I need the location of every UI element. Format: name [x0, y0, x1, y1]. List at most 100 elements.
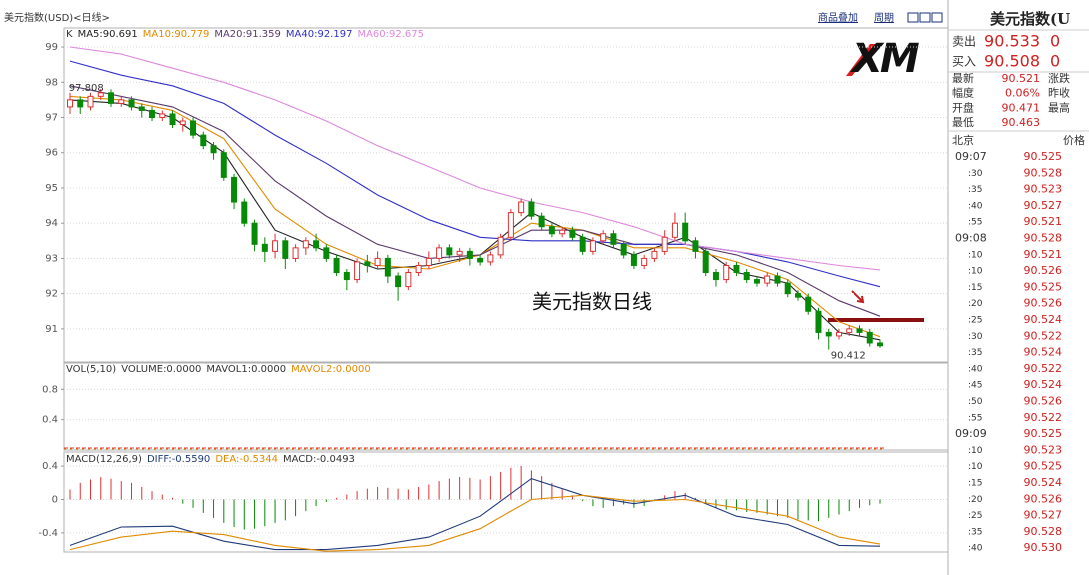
- y-tick-label: 0.4: [42, 461, 58, 472]
- toolbar-icons[interactable]: [907, 12, 943, 23]
- candle-body: [794, 293, 801, 298]
- y-tick-label: 0: [52, 494, 58, 505]
- candle-body: [456, 250, 463, 256]
- y-tick-label: 99: [45, 42, 58, 53]
- macd-line: [69, 477, 881, 551]
- candle-body: [374, 257, 381, 266]
- candle-body: [835, 331, 842, 337]
- tick-price: 90.528: [1024, 232, 1063, 245]
- candle-body: [149, 109, 156, 118]
- candle-body: [825, 331, 832, 337]
- candle-body: [97, 92, 104, 97]
- candle-body: [856, 328, 863, 333]
- legend-entry: MAVOL1:0.0000: [206, 364, 286, 375]
- low-label: 90.412: [831, 351, 866, 362]
- tick-time: :10: [968, 250, 983, 260]
- stat-value: 90.463: [1002, 116, 1041, 129]
- y-tick-label: 94: [45, 218, 58, 229]
- quote-label: 买入: [952, 55, 976, 69]
- candle-body: [261, 243, 268, 252]
- stat-label: 昨收: [1048, 86, 1070, 100]
- ma-line: [69, 46, 881, 271]
- candle-body: [753, 279, 760, 284]
- candle-body: [384, 257, 391, 277]
- tick-time: :35: [968, 527, 982, 537]
- candle-body: [507, 212, 514, 238]
- tick-price: 90.525: [1024, 150, 1063, 163]
- candle-body: [118, 99, 125, 104]
- legend-entry: DEA:-0.5344: [215, 454, 278, 465]
- tick-price: 90.525: [1024, 427, 1063, 440]
- candle-body: [723, 264, 730, 281]
- candle-body: [231, 176, 238, 203]
- legend-entry: MA5:90.691: [78, 29, 138, 40]
- tick-price: 90.527: [1024, 509, 1063, 522]
- quote-title: 美元指数(U: [990, 10, 1070, 28]
- tick-price: 90.530: [1024, 541, 1063, 554]
- macd-line: [69, 494, 881, 552]
- tick-time: :55: [968, 413, 982, 423]
- candle-body: [354, 261, 361, 281]
- quote-label: 卖出: [952, 35, 976, 49]
- candle-body: [282, 240, 289, 259]
- candle-body: [364, 261, 371, 266]
- tick-time: :20: [968, 495, 983, 505]
- candle-body: [805, 296, 812, 312]
- candle-body: [241, 201, 248, 224]
- tick-price: 90.522: [1024, 362, 1063, 375]
- candle-body: [487, 254, 494, 263]
- legend-entry: MACD(12,26,9): [66, 454, 142, 465]
- tick-time: :45: [968, 381, 982, 391]
- tick-price: 90.521: [1024, 215, 1063, 228]
- high-label: 97.808: [69, 83, 104, 94]
- legend-entry: MA40:92.197: [286, 29, 353, 40]
- candle-body: [292, 247, 299, 259]
- candle-body: [190, 120, 197, 136]
- candle-body: [712, 272, 719, 281]
- legend-entry: MA20:91.359: [214, 29, 281, 40]
- tick-price: 90.521: [1024, 248, 1063, 261]
- candle-body: [333, 257, 340, 274]
- tick-time: :20: [968, 299, 983, 309]
- candle-body: [518, 201, 525, 214]
- stat-value: 90.521: [1002, 72, 1041, 85]
- legend-entry: MA60:92.675: [357, 29, 424, 40]
- tick-price: 90.526: [1024, 264, 1063, 277]
- overlay-link[interactable]: 商品叠加: [818, 11, 858, 24]
- arrow: [851, 290, 865, 304]
- tick-price: 90.523: [1024, 183, 1063, 196]
- y-tick-label: 98: [45, 77, 58, 88]
- y-tick-label: 91: [45, 324, 58, 335]
- stat-label: 最新: [952, 71, 974, 85]
- candle-body: [661, 236, 668, 252]
- y-tick-label: -0.4: [38, 528, 58, 539]
- period-link[interactable]: 周期: [874, 12, 894, 24]
- tick-time: :40: [968, 364, 983, 374]
- candle-body: [682, 222, 689, 242]
- candle-body: [815, 310, 822, 333]
- quote-change: 0: [1050, 52, 1060, 71]
- tick-price: 90.528: [1024, 166, 1063, 179]
- tick-time: 09:07: [955, 150, 987, 163]
- candle-body: [846, 328, 853, 333]
- legend-entry: VOL(5,10): [66, 364, 116, 375]
- tick-price: 90.524: [1024, 476, 1063, 489]
- tick-time: :40: [968, 201, 983, 211]
- candle-body: [405, 272, 412, 288]
- quote-price: 90.508: [984, 52, 1040, 71]
- candle-body: [138, 106, 145, 111]
- y-tick-label: 0.8: [42, 384, 58, 395]
- stat-label: 开盘: [952, 100, 974, 114]
- tick-price: 90.522: [1024, 329, 1063, 342]
- tick-time: :10: [968, 462, 983, 472]
- candle-body: [77, 99, 84, 108]
- stat-value: 90.471: [1002, 101, 1041, 114]
- candle-body: [764, 275, 771, 284]
- stat-label: 幅度: [952, 86, 974, 100]
- tick-price: 90.526: [1024, 297, 1063, 310]
- tick-price: 90.528: [1024, 525, 1063, 538]
- list-header: 北京: [952, 133, 974, 147]
- candle-body: [774, 275, 781, 284]
- candle-body: [641, 257, 648, 266]
